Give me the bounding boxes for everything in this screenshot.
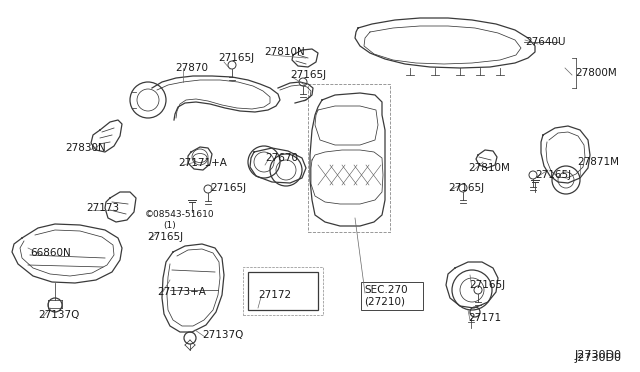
- Text: 27640U: 27640U: [525, 37, 566, 47]
- Text: 27165J: 27165J: [290, 70, 326, 80]
- Text: 27137Q: 27137Q: [38, 310, 79, 320]
- Text: ©08543-51610: ©08543-51610: [145, 209, 214, 218]
- Text: 66860N: 66860N: [30, 248, 71, 258]
- Text: 27870: 27870: [175, 63, 208, 73]
- Text: 27830N: 27830N: [65, 143, 106, 153]
- Text: J2730D0: J2730D0: [575, 353, 622, 363]
- Bar: [361, 282, 423, 310]
- Text: 27810M: 27810M: [468, 163, 510, 173]
- Text: J2730D0: J2730D0: [575, 350, 622, 360]
- Text: (27210): (27210): [364, 296, 405, 306]
- Text: 27173: 27173: [86, 203, 119, 213]
- Bar: [308, 84, 390, 232]
- Text: 27165J: 27165J: [210, 183, 246, 193]
- Text: (1): (1): [163, 221, 176, 230]
- Text: 27871M: 27871M: [577, 157, 619, 167]
- Text: 27165J: 27165J: [469, 280, 505, 290]
- Text: SEC.270: SEC.270: [364, 285, 408, 295]
- Text: 27137Q: 27137Q: [202, 330, 243, 340]
- Text: 27165J: 27165J: [448, 183, 484, 193]
- Bar: [248, 272, 318, 310]
- Text: 27810N: 27810N: [264, 47, 305, 57]
- Text: 27171+A: 27171+A: [178, 158, 227, 168]
- Text: 27165J: 27165J: [147, 232, 183, 242]
- Text: 27800M: 27800M: [575, 68, 617, 78]
- Text: 27165J: 27165J: [535, 170, 571, 180]
- Text: 27173+A: 27173+A: [157, 287, 206, 297]
- Text: 27171: 27171: [468, 313, 501, 323]
- Text: 27670: 27670: [265, 153, 298, 163]
- Bar: [243, 267, 323, 315]
- Text: 27172: 27172: [258, 290, 291, 300]
- Text: 27165J: 27165J: [218, 53, 254, 63]
